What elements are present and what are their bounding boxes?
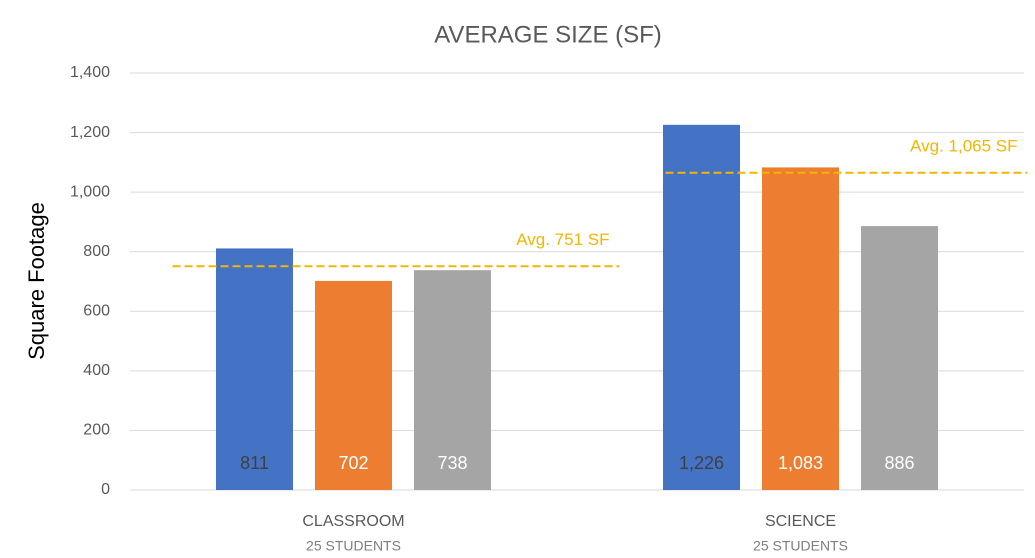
- value-label: 811: [240, 453, 269, 473]
- value-label: 702: [338, 453, 368, 473]
- y-tick-label: 1,000: [70, 183, 110, 200]
- y-tick-label: 0: [101, 481, 110, 498]
- value-label: 1,226: [679, 453, 724, 473]
- bar: [216, 248, 293, 490]
- y-tick-label: 1,400: [70, 64, 110, 81]
- x-tick-label: CLASSROOM: [302, 513, 404, 530]
- y-tick-label: 1,200: [70, 124, 110, 141]
- bar: [861, 226, 938, 490]
- value-label: 1,083: [778, 453, 823, 473]
- bar: [762, 167, 839, 490]
- y-tick-label: 400: [83, 362, 110, 379]
- average-label: Avg. 751 SF: [516, 230, 609, 249]
- y-tick-label: 800: [83, 243, 110, 260]
- bar: [414, 270, 491, 490]
- y-axis-label: Square Footage: [24, 202, 49, 360]
- bar: [315, 280, 392, 490]
- y-tick-label: 200: [83, 422, 110, 439]
- chart-title: AVERAGE SIZE (SF): [434, 21, 662, 48]
- x-tick-label: SCIENCE: [765, 513, 836, 530]
- x-tick-sublabel: 25 STUDENTS: [306, 538, 401, 554]
- y-tick-label: 600: [83, 303, 110, 320]
- average-label: Avg. 1,065 SF: [910, 136, 1017, 155]
- bar: [663, 124, 740, 490]
- value-label: 886: [884, 453, 914, 473]
- value-label: 738: [437, 453, 467, 473]
- x-tick-sublabel: 25 STUDENTS: [753, 538, 848, 554]
